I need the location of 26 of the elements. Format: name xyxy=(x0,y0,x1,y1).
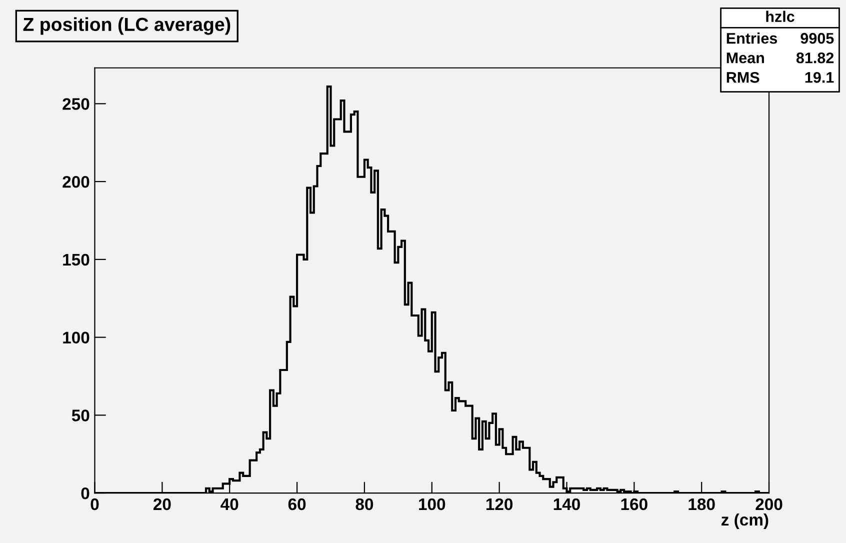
y-tick-label: 0 xyxy=(81,487,90,500)
text: 19.1 xyxy=(805,72,834,83)
y-tick-label: 150 xyxy=(63,254,90,266)
x-tick-label: 180 xyxy=(688,498,715,510)
y-tick-label: 200 xyxy=(62,176,90,188)
x-tick-label: 20 xyxy=(153,498,171,510)
chart-title: Z position (LC average) xyxy=(23,17,230,35)
x-tick-label: 120 xyxy=(486,498,513,510)
x-tick-label: 80 xyxy=(356,498,374,510)
x-tick-label: 160 xyxy=(621,498,648,510)
text: 81.82 xyxy=(796,52,834,64)
y-tick-label: 50 xyxy=(72,410,90,422)
x-axis-title: z (cm) xyxy=(722,513,768,529)
text: Entries xyxy=(726,32,778,44)
x-tick-label: 100 xyxy=(419,498,446,510)
text: 9905 xyxy=(800,32,834,44)
x-tick-label: 0 xyxy=(90,498,99,510)
annotation: RMS xyxy=(726,72,760,83)
x-tick-label: 40 xyxy=(220,498,238,510)
y-tick-label: 100 xyxy=(63,332,90,344)
text: hzlc xyxy=(766,10,794,22)
x-tick-label: 60 xyxy=(288,498,306,510)
text: Mean xyxy=(726,52,764,64)
y-tick-label: 250 xyxy=(62,98,90,110)
x-tick-label: 140 xyxy=(554,498,580,510)
x-tick-label: 200 xyxy=(756,498,782,510)
